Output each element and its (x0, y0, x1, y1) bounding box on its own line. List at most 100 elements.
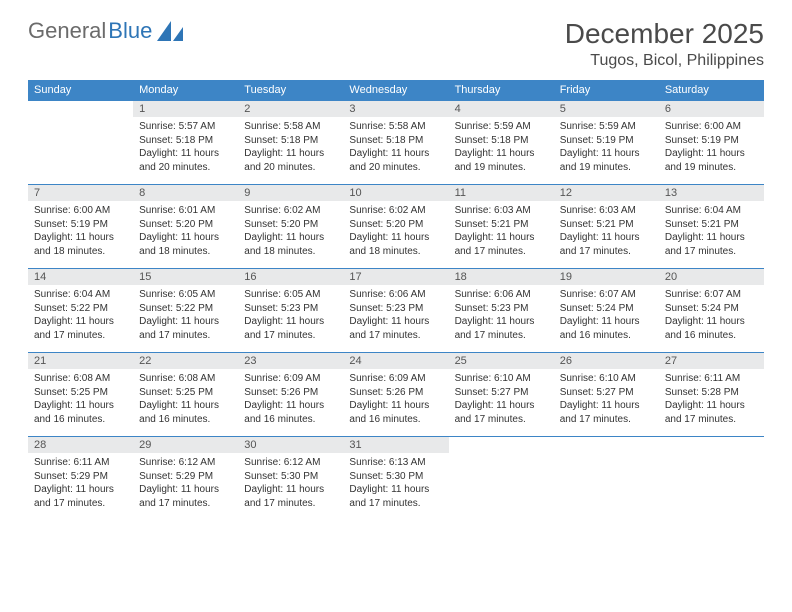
daylight-text: Daylight: 11 hours and 16 minutes. (244, 399, 337, 426)
daylight-text: Daylight: 11 hours and 19 minutes. (665, 147, 758, 174)
sunset-text: Sunset: 5:26 PM (244, 386, 337, 400)
calendar-cell: 21Sunrise: 6:08 AMSunset: 5:25 PMDayligh… (28, 352, 133, 436)
sunset-text: Sunset: 5:24 PM (665, 302, 758, 316)
sunrise-text: Sunrise: 6:05 AM (244, 288, 337, 302)
day-info: Sunrise: 6:10 AMSunset: 5:27 PMDaylight:… (554, 369, 659, 432)
day-number: 16 (238, 269, 343, 285)
sunset-text: Sunset: 5:21 PM (665, 218, 758, 232)
sunrise-text: Sunrise: 6:11 AM (34, 456, 127, 470)
sunset-text: Sunset: 5:18 PM (349, 134, 442, 148)
sunset-text: Sunset: 5:25 PM (34, 386, 127, 400)
sunrise-text: Sunrise: 5:58 AM (349, 120, 442, 134)
title-block: December 2025 Tugos, Bicol, Philippines (565, 18, 764, 70)
sunrise-text: Sunrise: 6:12 AM (244, 456, 337, 470)
sail-icon (157, 21, 183, 41)
daylight-text: Daylight: 11 hours and 17 minutes. (34, 483, 127, 510)
calendar-cell: 14Sunrise: 6:04 AMSunset: 5:22 PMDayligh… (28, 268, 133, 352)
daylight-text: Daylight: 11 hours and 16 minutes. (349, 399, 442, 426)
daylight-text: Daylight: 11 hours and 17 minutes. (455, 315, 548, 342)
daylight-text: Daylight: 11 hours and 17 minutes. (34, 315, 127, 342)
sunset-text: Sunset: 5:19 PM (665, 134, 758, 148)
day-number: 4 (449, 101, 554, 117)
calendar-cell (28, 100, 133, 184)
weekday-header: Thursday (449, 80, 554, 100)
daylight-text: Daylight: 11 hours and 17 minutes. (560, 399, 653, 426)
calendar-cell: 24Sunrise: 6:09 AMSunset: 5:26 PMDayligh… (343, 352, 448, 436)
sunrise-text: Sunrise: 6:02 AM (349, 204, 442, 218)
month-title: December 2025 (565, 18, 764, 50)
calendar-cell: 8Sunrise: 6:01 AMSunset: 5:20 PMDaylight… (133, 184, 238, 268)
sunrise-text: Sunrise: 6:08 AM (139, 372, 232, 386)
calendar-page: GeneralBlue December 2025 Tugos, Bicol, … (0, 0, 792, 538)
day-number: 7 (28, 185, 133, 201)
calendar-cell: 22Sunrise: 6:08 AMSunset: 5:25 PMDayligh… (133, 352, 238, 436)
sunset-text: Sunset: 5:27 PM (455, 386, 548, 400)
sunrise-text: Sunrise: 6:09 AM (244, 372, 337, 386)
weekday-header: Monday (133, 80, 238, 100)
sunrise-text: Sunrise: 6:13 AM (349, 456, 442, 470)
brand-part1: General (28, 18, 106, 44)
day-number: 27 (659, 353, 764, 369)
day-number: 6 (659, 101, 764, 117)
sunrise-text: Sunrise: 6:10 AM (455, 372, 548, 386)
sunrise-text: Sunrise: 6:04 AM (34, 288, 127, 302)
daylight-text: Daylight: 11 hours and 18 minutes. (244, 231, 337, 258)
calendar-cell: 17Sunrise: 6:06 AMSunset: 5:23 PMDayligh… (343, 268, 448, 352)
daylight-text: Daylight: 11 hours and 17 minutes. (455, 399, 548, 426)
day-number: 21 (28, 353, 133, 369)
calendar-cell: 30Sunrise: 6:12 AMSunset: 5:30 PMDayligh… (238, 436, 343, 520)
calendar-cell: 6 Sunrise: 6:00 AMSunset: 5:19 PMDaylight… (659, 100, 764, 184)
sunset-text: Sunset: 5:19 PM (34, 218, 127, 232)
day-number: 5 (554, 101, 659, 117)
calendar-cell: 25Sunrise: 6:10 AMSunset: 5:27 PMDayligh… (449, 352, 554, 436)
sunrise-text: Sunrise: 6:10 AM (560, 372, 653, 386)
day-info: Sunrise: 6:01 AMSunset: 5:20 PMDaylight:… (133, 201, 238, 264)
sunrise-text: Sunrise: 6:05 AM (139, 288, 232, 302)
sunrise-text: Sunrise: 6:04 AM (665, 204, 758, 218)
day-info: Sunrise: 5:58 AMSunset: 5:18 PMDaylight:… (343, 117, 448, 180)
day-number: 20 (659, 269, 764, 285)
day-number: 13 (659, 185, 764, 201)
calendar-grid: SundayMondayTuesdayWednesdayThursdayFrid… (28, 80, 764, 520)
calendar-cell: 28Sunrise: 6:11 AMSunset: 5:29 PMDayligh… (28, 436, 133, 520)
day-number: 31 (343, 437, 448, 453)
day-number: 3 (343, 101, 448, 117)
day-info: Sunrise: 6:03 AMSunset: 5:21 PMDaylight:… (554, 201, 659, 264)
sunrise-text: Sunrise: 6:07 AM (665, 288, 758, 302)
daylight-text: Daylight: 11 hours and 19 minutes. (455, 147, 548, 174)
sunrise-text: Sunrise: 6:02 AM (244, 204, 337, 218)
calendar-cell: 29Sunrise: 6:12 AMSunset: 5:29 PMDayligh… (133, 436, 238, 520)
day-info: Sunrise: 6:13 AMSunset: 5:30 PMDaylight:… (343, 453, 448, 516)
day-number: 2 (238, 101, 343, 117)
calendar-cell: 4 Sunrise: 5:59 AMSunset: 5:18 PMDaylight… (449, 100, 554, 184)
calendar-cell: 19Sunrise: 6:07 AMSunset: 5:24 PMDayligh… (554, 268, 659, 352)
day-number: 18 (449, 269, 554, 285)
sunrise-text: Sunrise: 5:59 AM (560, 120, 653, 134)
day-number: 19 (554, 269, 659, 285)
daylight-text: Daylight: 11 hours and 17 minutes. (455, 231, 548, 258)
calendar-cell: 10Sunrise: 6:02 AMSunset: 5:20 PMDayligh… (343, 184, 448, 268)
calendar-cell: 18Sunrise: 6:06 AMSunset: 5:23 PMDayligh… (449, 268, 554, 352)
daylight-text: Daylight: 11 hours and 20 minutes. (139, 147, 232, 174)
sunrise-text: Sunrise: 6:06 AM (455, 288, 548, 302)
day-info: Sunrise: 6:02 AMSunset: 5:20 PMDaylight:… (343, 201, 448, 264)
sunset-text: Sunset: 5:18 PM (244, 134, 337, 148)
sunset-text: Sunset: 5:27 PM (560, 386, 653, 400)
calendar-cell: 20Sunrise: 6:07 AMSunset: 5:24 PMDayligh… (659, 268, 764, 352)
calendar-cell: 1Sunrise: 5:57 AMSunset: 5:18 PMDaylight… (133, 100, 238, 184)
sunrise-text: Sunrise: 6:00 AM (665, 120, 758, 134)
sunset-text: Sunset: 5:28 PM (665, 386, 758, 400)
calendar-cell: 27Sunrise: 6:11 AMSunset: 5:28 PMDayligh… (659, 352, 764, 436)
day-info: Sunrise: 6:10 AMSunset: 5:27 PMDaylight:… (449, 369, 554, 432)
calendar-cell: 3Sunrise: 5:58 AMSunset: 5:18 PMDaylight… (343, 100, 448, 184)
day-number: 25 (449, 353, 554, 369)
sunrise-text: Sunrise: 5:59 AM (455, 120, 548, 134)
sunset-text: Sunset: 5:18 PM (455, 134, 548, 148)
daylight-text: Daylight: 11 hours and 16 minutes. (34, 399, 127, 426)
day-number: 22 (133, 353, 238, 369)
sunrise-text: Sunrise: 6:03 AM (455, 204, 548, 218)
calendar-cell: 23Sunrise: 6:09 AMSunset: 5:26 PMDayligh… (238, 352, 343, 436)
day-number: 8 (133, 185, 238, 201)
brand-logo: GeneralBlue (28, 18, 183, 44)
calendar-cell: 7Sunrise: 6:00 AMSunset: 5:19 PMDaylight… (28, 184, 133, 268)
